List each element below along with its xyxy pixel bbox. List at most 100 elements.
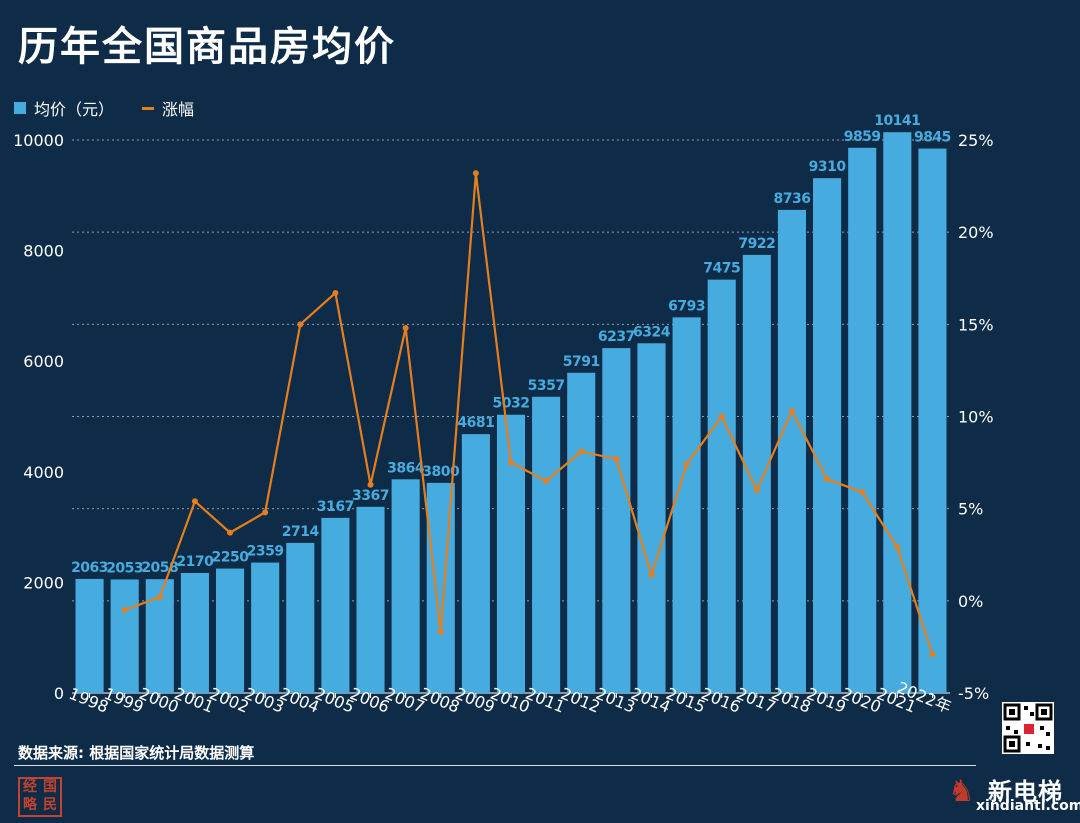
left-axis-tick-label: 10000 bbox=[13, 131, 64, 150]
bar-data-label: 6324 bbox=[633, 324, 671, 340]
growth-point bbox=[156, 594, 163, 601]
right-axis-tick-label: 10% bbox=[958, 408, 994, 427]
legend-item-price: 均价（元） bbox=[14, 96, 114, 120]
left-axis-tick-label: 0 bbox=[54, 684, 64, 703]
publisher-seal: 经 国 略 民 bbox=[18, 777, 62, 817]
bar bbox=[637, 343, 666, 693]
bar-data-label: 6237 bbox=[598, 329, 635, 345]
bar bbox=[602, 348, 631, 693]
line-series bbox=[121, 170, 936, 658]
legend: 均价（元） 涨幅 bbox=[14, 96, 194, 120]
bar-data-label: 5032 bbox=[493, 396, 530, 412]
bar bbox=[567, 372, 596, 693]
brand-logo: ♞ 新电梯 xindianti.com bbox=[948, 772, 1080, 818]
growth-point bbox=[402, 325, 409, 332]
bar-data-label: 2250 bbox=[212, 550, 250, 566]
bar bbox=[391, 479, 420, 693]
growth-point bbox=[894, 544, 901, 551]
seal-char-4: 民 bbox=[43, 797, 57, 813]
growth-point bbox=[191, 498, 198, 505]
bar bbox=[918, 148, 947, 693]
growth-point bbox=[332, 289, 339, 296]
growth-point bbox=[613, 455, 620, 462]
growth-point bbox=[227, 529, 234, 536]
bar-data-labels: 2063205320582170225023592714316733673864… bbox=[71, 113, 951, 576]
bar bbox=[848, 147, 877, 693]
bar-data-label: 2170 bbox=[176, 554, 214, 570]
growth-point bbox=[929, 651, 936, 658]
seal-char-1: 经 bbox=[23, 779, 37, 795]
qr-center-logo bbox=[1024, 724, 1034, 734]
bar-data-label: 9845 bbox=[914, 130, 951, 146]
bar bbox=[532, 396, 561, 693]
brand-name: 新电梯 bbox=[988, 778, 1063, 806]
bar-data-label: 8736 bbox=[773, 191, 810, 207]
bar bbox=[286, 542, 315, 693]
growth-point bbox=[718, 413, 725, 420]
bar-data-label: 2063 bbox=[71, 560, 108, 576]
legend-label-growth: 涨幅 bbox=[162, 100, 195, 119]
footer-divider bbox=[14, 765, 976, 766]
right-axis-tick-label: 5% bbox=[958, 500, 983, 519]
growth-point bbox=[121, 607, 128, 614]
legend-item-growth: 涨幅 bbox=[142, 96, 194, 120]
bar bbox=[215, 568, 245, 693]
growth-point bbox=[367, 481, 374, 488]
bar bbox=[356, 506, 385, 693]
right-axis-tick-label: 0% bbox=[958, 592, 983, 611]
bar bbox=[321, 517, 350, 693]
left-axis-tick-label: 4000 bbox=[23, 463, 64, 482]
bar-data-label: 6793 bbox=[668, 298, 705, 314]
bar bbox=[461, 434, 490, 693]
elevator-logo-icon: ♞ bbox=[948, 774, 975, 809]
data-source-note: 数据来源: 根据国家统计局数据测算 bbox=[18, 744, 255, 762]
bar bbox=[813, 178, 842, 694]
bar-data-label: 5791 bbox=[563, 354, 600, 370]
seal-char-2: 国 bbox=[43, 779, 57, 795]
growth-point bbox=[683, 461, 690, 468]
legend-swatch-bar bbox=[14, 102, 26, 114]
left-axis-labels: 0 2000 4000 6000 8000 10000 bbox=[13, 131, 64, 703]
bar bbox=[742, 254, 771, 694]
bar bbox=[883, 132, 912, 693]
growth-point bbox=[543, 478, 550, 485]
bar bbox=[672, 317, 701, 693]
growth-point bbox=[472, 170, 479, 177]
bar-data-label: 9310 bbox=[809, 159, 847, 175]
bar-data-label: 3167 bbox=[317, 499, 354, 515]
bar-data-label: 3367 bbox=[352, 488, 389, 504]
growth-point bbox=[859, 489, 866, 496]
right-axis-labels: -5% 0% 5% 10% 15% 20% 25% bbox=[958, 131, 994, 703]
growth-point bbox=[578, 448, 585, 455]
growth-point bbox=[824, 476, 831, 483]
growth-point bbox=[262, 509, 269, 516]
bar-data-label: 4681 bbox=[457, 415, 494, 431]
left-axis-tick-label: 8000 bbox=[23, 242, 64, 261]
bar-data-label: 2053 bbox=[106, 560, 143, 576]
brand-url: xindianti.com bbox=[976, 798, 1080, 814]
right-axis-tick-label: -5% bbox=[958, 684, 989, 703]
bar-data-label: 7475 bbox=[703, 261, 740, 277]
bar-data-label: 2714 bbox=[282, 524, 320, 540]
bar bbox=[777, 209, 807, 693]
bar bbox=[707, 279, 736, 693]
bar-data-label: 10141 bbox=[874, 113, 920, 129]
growth-point bbox=[788, 407, 795, 414]
growth-point bbox=[297, 321, 304, 328]
growth-point bbox=[508, 459, 514, 466]
growth-line bbox=[124, 172, 934, 655]
bar bbox=[251, 562, 280, 693]
growth-point bbox=[437, 629, 444, 636]
bar-data-label: 7922 bbox=[738, 236, 775, 252]
bar-data-label: 9859 bbox=[844, 129, 881, 145]
growth-point bbox=[648, 572, 655, 579]
left-axis-tick-label: 6000 bbox=[23, 352, 64, 371]
bar-data-label: 2359 bbox=[247, 544, 284, 560]
bar-data-label: 5357 bbox=[528, 378, 565, 394]
bar bbox=[110, 579, 139, 693]
chart-title: 历年全国商品房均价 bbox=[18, 24, 396, 70]
left-axis-tick-label: 2000 bbox=[23, 573, 64, 592]
legend-swatch-line bbox=[142, 106, 155, 110]
bar bbox=[180, 572, 209, 693]
